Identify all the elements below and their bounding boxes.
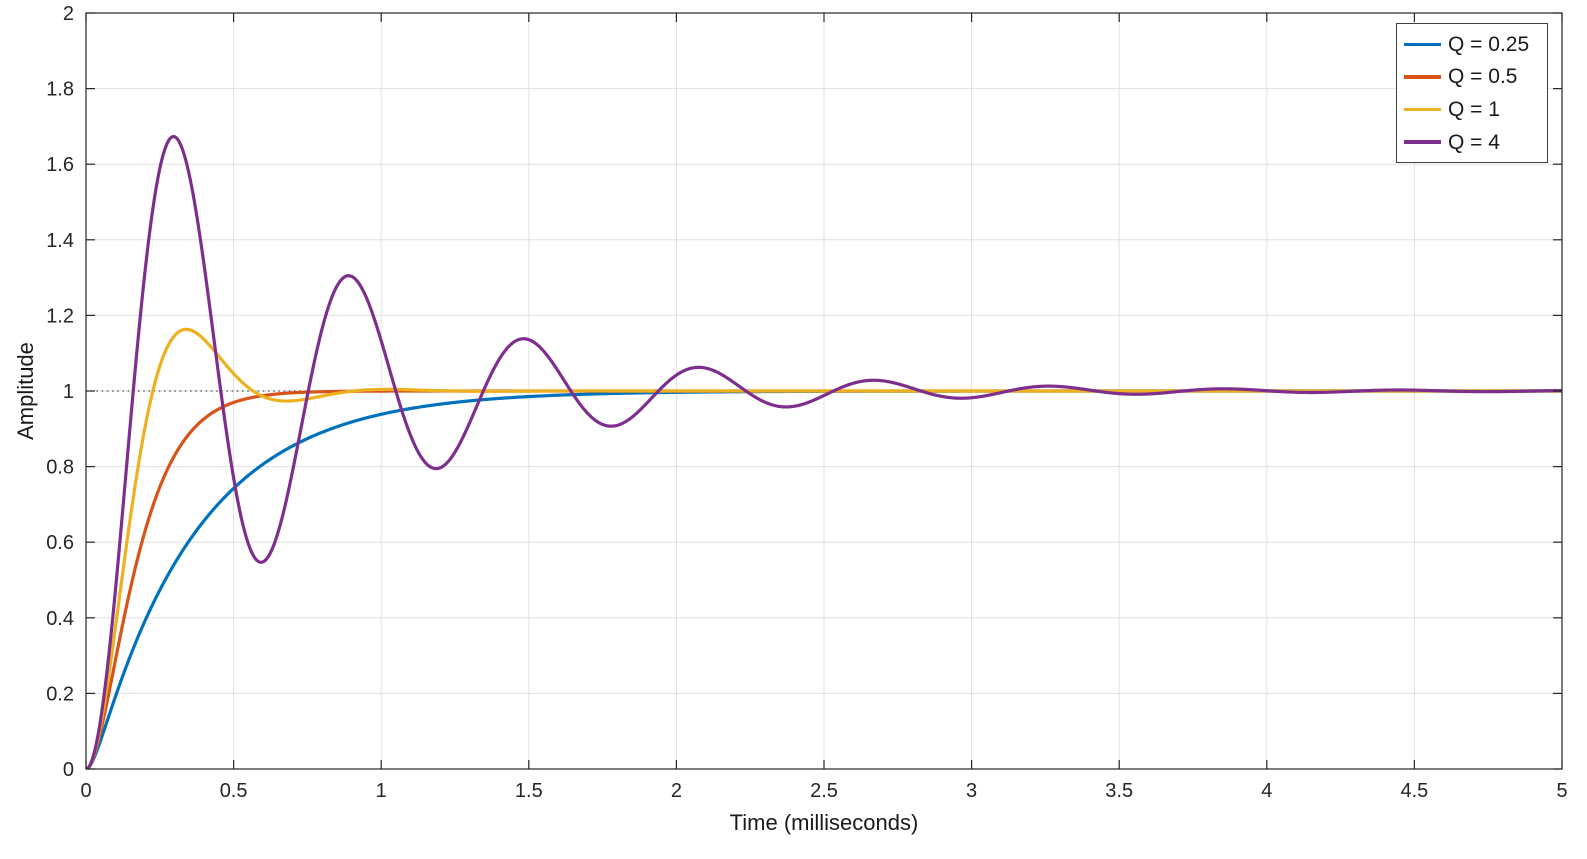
- legend-item-q-1: Q = 1: [1404, 93, 1543, 126]
- x-tick-label: 1: [376, 780, 387, 802]
- y-axis-label: Amplitude: [13, 342, 38, 440]
- legend-label-q-0.5: Q = 0.5: [1448, 65, 1518, 89]
- legend-item-q-0.5: Q = 0.5: [1404, 61, 1543, 94]
- y-tick-label: 0.8: [46, 457, 74, 479]
- y-tick-label: 1.4: [46, 230, 74, 252]
- series-line-q4: [86, 134, 1562, 769]
- y-tick-label: 0.4: [46, 608, 74, 630]
- legend-label-q-0.25: Q = 0.25: [1448, 32, 1530, 56]
- y-tick-label: 0.6: [46, 532, 74, 554]
- x-tick-label: 2: [671, 780, 682, 802]
- y-tick-label: 1: [63, 381, 74, 403]
- x-tick-label: 5: [1556, 780, 1567, 802]
- x-tick-label: 0: [80, 780, 91, 802]
- y-tick-label: 2: [63, 3, 74, 25]
- y-tick-label: 1.8: [46, 79, 74, 101]
- y-tick-label: 1.2: [46, 305, 74, 327]
- x-tick-label: 3.5: [1105, 780, 1133, 802]
- legend-label-q-1: Q = 1: [1448, 97, 1500, 121]
- legend-item-q-0.25: Q = 0.25: [1404, 28, 1543, 61]
- x-tick-label: 2.5: [810, 780, 838, 802]
- legend-line-sample-q-1: [1404, 107, 1441, 112]
- legend-label-q-4: Q = 4: [1448, 130, 1500, 154]
- legend-line-sample-q-4: [1404, 140, 1441, 144]
- x-tick-label: 3: [966, 780, 977, 802]
- x-tick-label: 1.5: [515, 780, 543, 802]
- x-tick-label: 4.5: [1400, 780, 1428, 802]
- x-tick-label: 4: [1261, 780, 1272, 802]
- x-axis-label: Time (milliseconds): [729, 810, 919, 835]
- legend-item-q-4: Q = 4: [1404, 126, 1543, 159]
- legend: Q = 0.25 Q = 0.5 Q = 1 Q = 4: [1396, 23, 1548, 164]
- y-tick-label: 1.6: [46, 154, 74, 176]
- legend-line-sample-q-0.25: [1404, 42, 1441, 46]
- y-tick-label: 0.2: [46, 683, 74, 705]
- y-tick-label: 0: [63, 759, 74, 781]
- legend-line-sample-q-0.5: [1404, 75, 1441, 79]
- x-tick-label: 0.5: [220, 780, 248, 802]
